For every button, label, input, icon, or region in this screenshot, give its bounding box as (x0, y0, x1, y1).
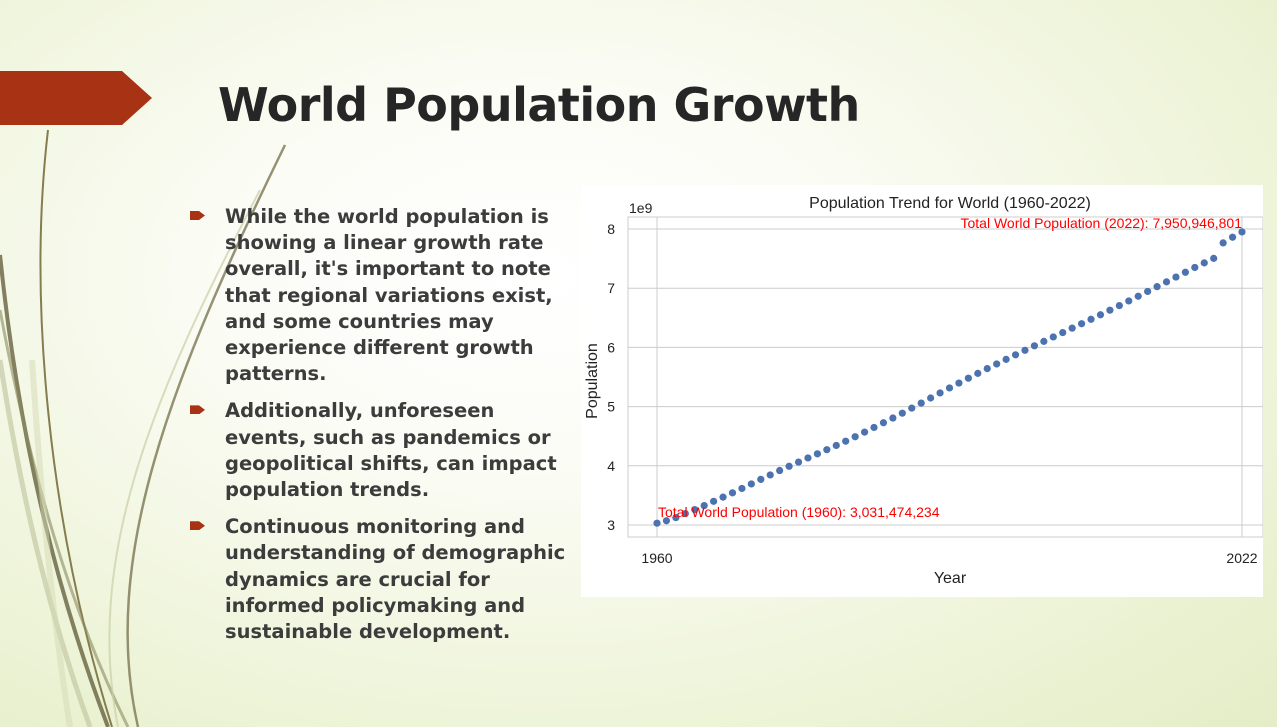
data-point (672, 514, 680, 522)
y-axis-label: Population (584, 343, 601, 419)
chart-svg: 3 4 5 6 7 8 1960 2022 Total World Population (… (584, 195, 1263, 587)
data-point (1087, 315, 1095, 323)
bullet-item: Continuous monitoring and understanding … (190, 514, 580, 645)
arrow-bullet-icon (190, 405, 205, 415)
data-point (681, 509, 689, 518)
data-point (945, 384, 954, 392)
data-point (728, 489, 737, 497)
y-tick-label: 5 (607, 399, 615, 415)
data-point (860, 428, 869, 436)
data-point (738, 484, 746, 493)
data-point (1011, 351, 1020, 359)
y-tick-label: 7 (607, 280, 615, 296)
arrow-bullet-icon (190, 521, 205, 531)
x-tick-labels: 1960 2022 (641, 550, 1257, 566)
data-point (700, 501, 708, 510)
data-point (1002, 355, 1010, 363)
data-point (917, 399, 925, 407)
data-point (1200, 259, 1208, 267)
data-point (1049, 333, 1057, 341)
data-point (747, 480, 755, 488)
data-point (879, 419, 888, 427)
data-point (1059, 328, 1067, 337)
data-point (662, 517, 671, 525)
data-point (898, 409, 906, 417)
data-point (908, 404, 916, 412)
decorative-grass-curves (0, 129, 287, 727)
x-tick-label: 2022 (1226, 550, 1257, 566)
data-point (927, 394, 935, 402)
bullet-text: Additionally, unforeseen events, such as… (225, 399, 557, 502)
data-point (776, 466, 784, 475)
data-point (1077, 320, 1086, 328)
bullet-item: Additionally, unforeseen events, such as… (190, 398, 580, 503)
data-point (1021, 346, 1029, 354)
data-point (870, 423, 878, 432)
data-point (993, 360, 1001, 368)
data-point (785, 462, 793, 470)
bullet-text: While the world population is showing a … (225, 205, 553, 386)
data-annotation: Total World Population (1960): 3,031,474… (658, 504, 940, 520)
x-axis-label: Year (934, 570, 967, 587)
population-chart: 3 4 5 6 7 8 1960 2022 Total World Population (… (581, 185, 1263, 597)
data-point (804, 454, 812, 462)
data-point (983, 364, 991, 373)
data-point (1191, 263, 1199, 272)
y-tick-label: 6 (607, 339, 615, 355)
x-tick-label: 1960 (641, 550, 672, 566)
data-point (1125, 297, 1133, 305)
data-point (1040, 337, 1048, 345)
data-point (757, 475, 765, 483)
data-point (1106, 306, 1114, 314)
data-point (653, 519, 661, 527)
y-tick-labels: 3 4 5 6 7 8 (607, 221, 615, 533)
data-point (1162, 278, 1171, 286)
data-point (1115, 302, 1123, 310)
bullet-text: Continuous monitoring and understanding … (225, 515, 566, 644)
arrow-bullet-icon (190, 211, 205, 220)
data-point (691, 506, 699, 514)
data-point (974, 369, 982, 377)
plot-frame (627, 216, 1263, 538)
data-point (1181, 268, 1189, 276)
data-point (766, 471, 774, 479)
data-point (1210, 254, 1218, 262)
y-tick-label: 3 (607, 517, 615, 533)
data-annotation: Total World Population (2022): 7,950,946… (961, 215, 1243, 231)
annotations: Total World Population (1960): 3,031,474… (658, 215, 1242, 520)
data-point (1096, 311, 1105, 319)
data-point (1134, 292, 1142, 300)
data-point (823, 446, 831, 454)
data-point (1238, 228, 1246, 236)
y-offset-label: 1e9 (629, 200, 653, 216)
data-point (832, 441, 840, 450)
title-accent-arrow (0, 71, 152, 125)
y-tick-label: 8 (607, 221, 615, 237)
bullet-item: While the world population is showing a … (190, 204, 580, 387)
data-point (719, 493, 727, 501)
data-point (1228, 233, 1237, 241)
data-point (851, 433, 859, 441)
chart-grid (628, 217, 1263, 537)
data-point (794, 458, 803, 466)
data-points (653, 228, 1246, 527)
data-point (1030, 342, 1039, 350)
data-point (813, 450, 822, 458)
data-point (1068, 324, 1076, 332)
data-point (1172, 273, 1180, 281)
slide-title: World Population Growth (218, 78, 860, 132)
bullet-list: While the world population is showing a … (190, 204, 580, 656)
y-tick-label: 4 (607, 458, 615, 474)
data-point (1153, 283, 1161, 291)
data-point (1219, 239, 1227, 247)
data-point (710, 497, 718, 505)
data-point (955, 379, 963, 387)
chart-title: Population Trend for World (1960-2022) (809, 195, 1091, 212)
data-point (964, 374, 972, 382)
data-point (889, 414, 897, 422)
data-point (1144, 287, 1152, 296)
data-point (842, 437, 850, 445)
data-point (936, 389, 944, 397)
